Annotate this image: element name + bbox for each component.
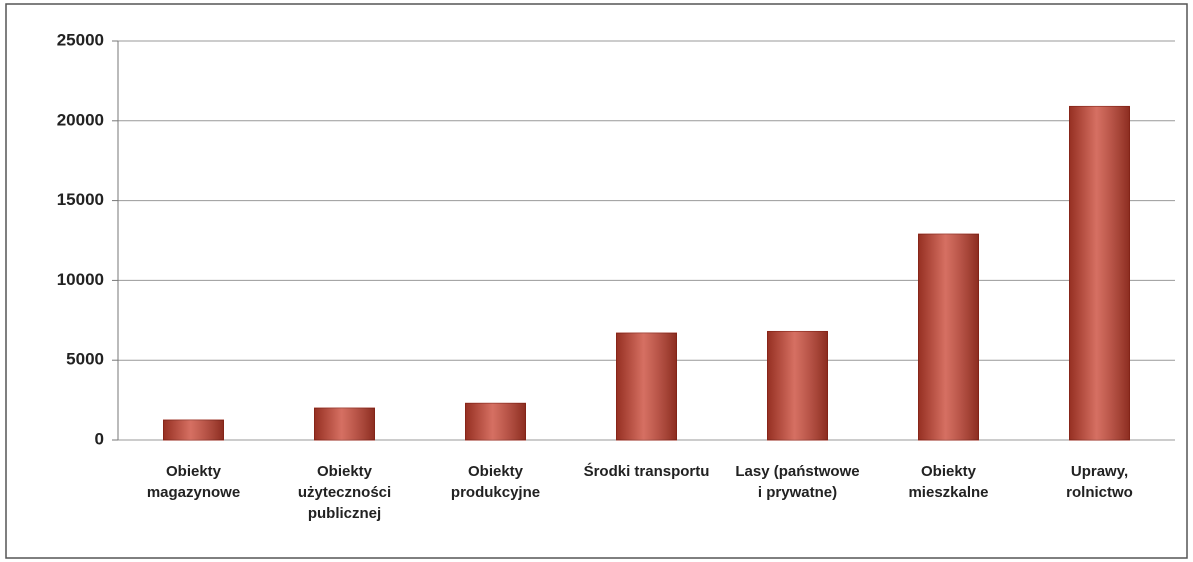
y-tick-label: 10000	[57, 270, 104, 289]
bar-shine	[767, 331, 828, 440]
x-tick-label: Obiekty magazynowe	[147, 463, 240, 501]
bar-shine	[1069, 106, 1130, 440]
y-tick-label: 20000	[57, 110, 104, 129]
chart-border	[5, 3, 1188, 559]
y-tick-label: 5000	[66, 350, 104, 369]
y-tick-label: 15000	[57, 190, 104, 209]
x-tick-label: Obiekty mieszkalne	[908, 463, 988, 501]
x-tick-label: Obiekty produkcyjne	[451, 463, 540, 501]
x-tick-label: Obiekty użyteczności publicznej	[298, 463, 391, 522]
x-tick-label: Środki transportu	[584, 462, 710, 480]
bar-shine	[314, 408, 375, 440]
y-tick-label: 0	[95, 429, 104, 448]
bar-shine	[616, 333, 677, 440]
bar-shine	[918, 234, 979, 440]
x-tick-label: Uprawy, rolnictwo	[1066, 463, 1133, 501]
y-tick-label: 25000	[57, 30, 104, 49]
bar-shine	[465, 403, 526, 440]
x-tick-label: Lasy (państwowe i prywatne)	[735, 463, 859, 501]
bar-shine	[163, 420, 224, 440]
